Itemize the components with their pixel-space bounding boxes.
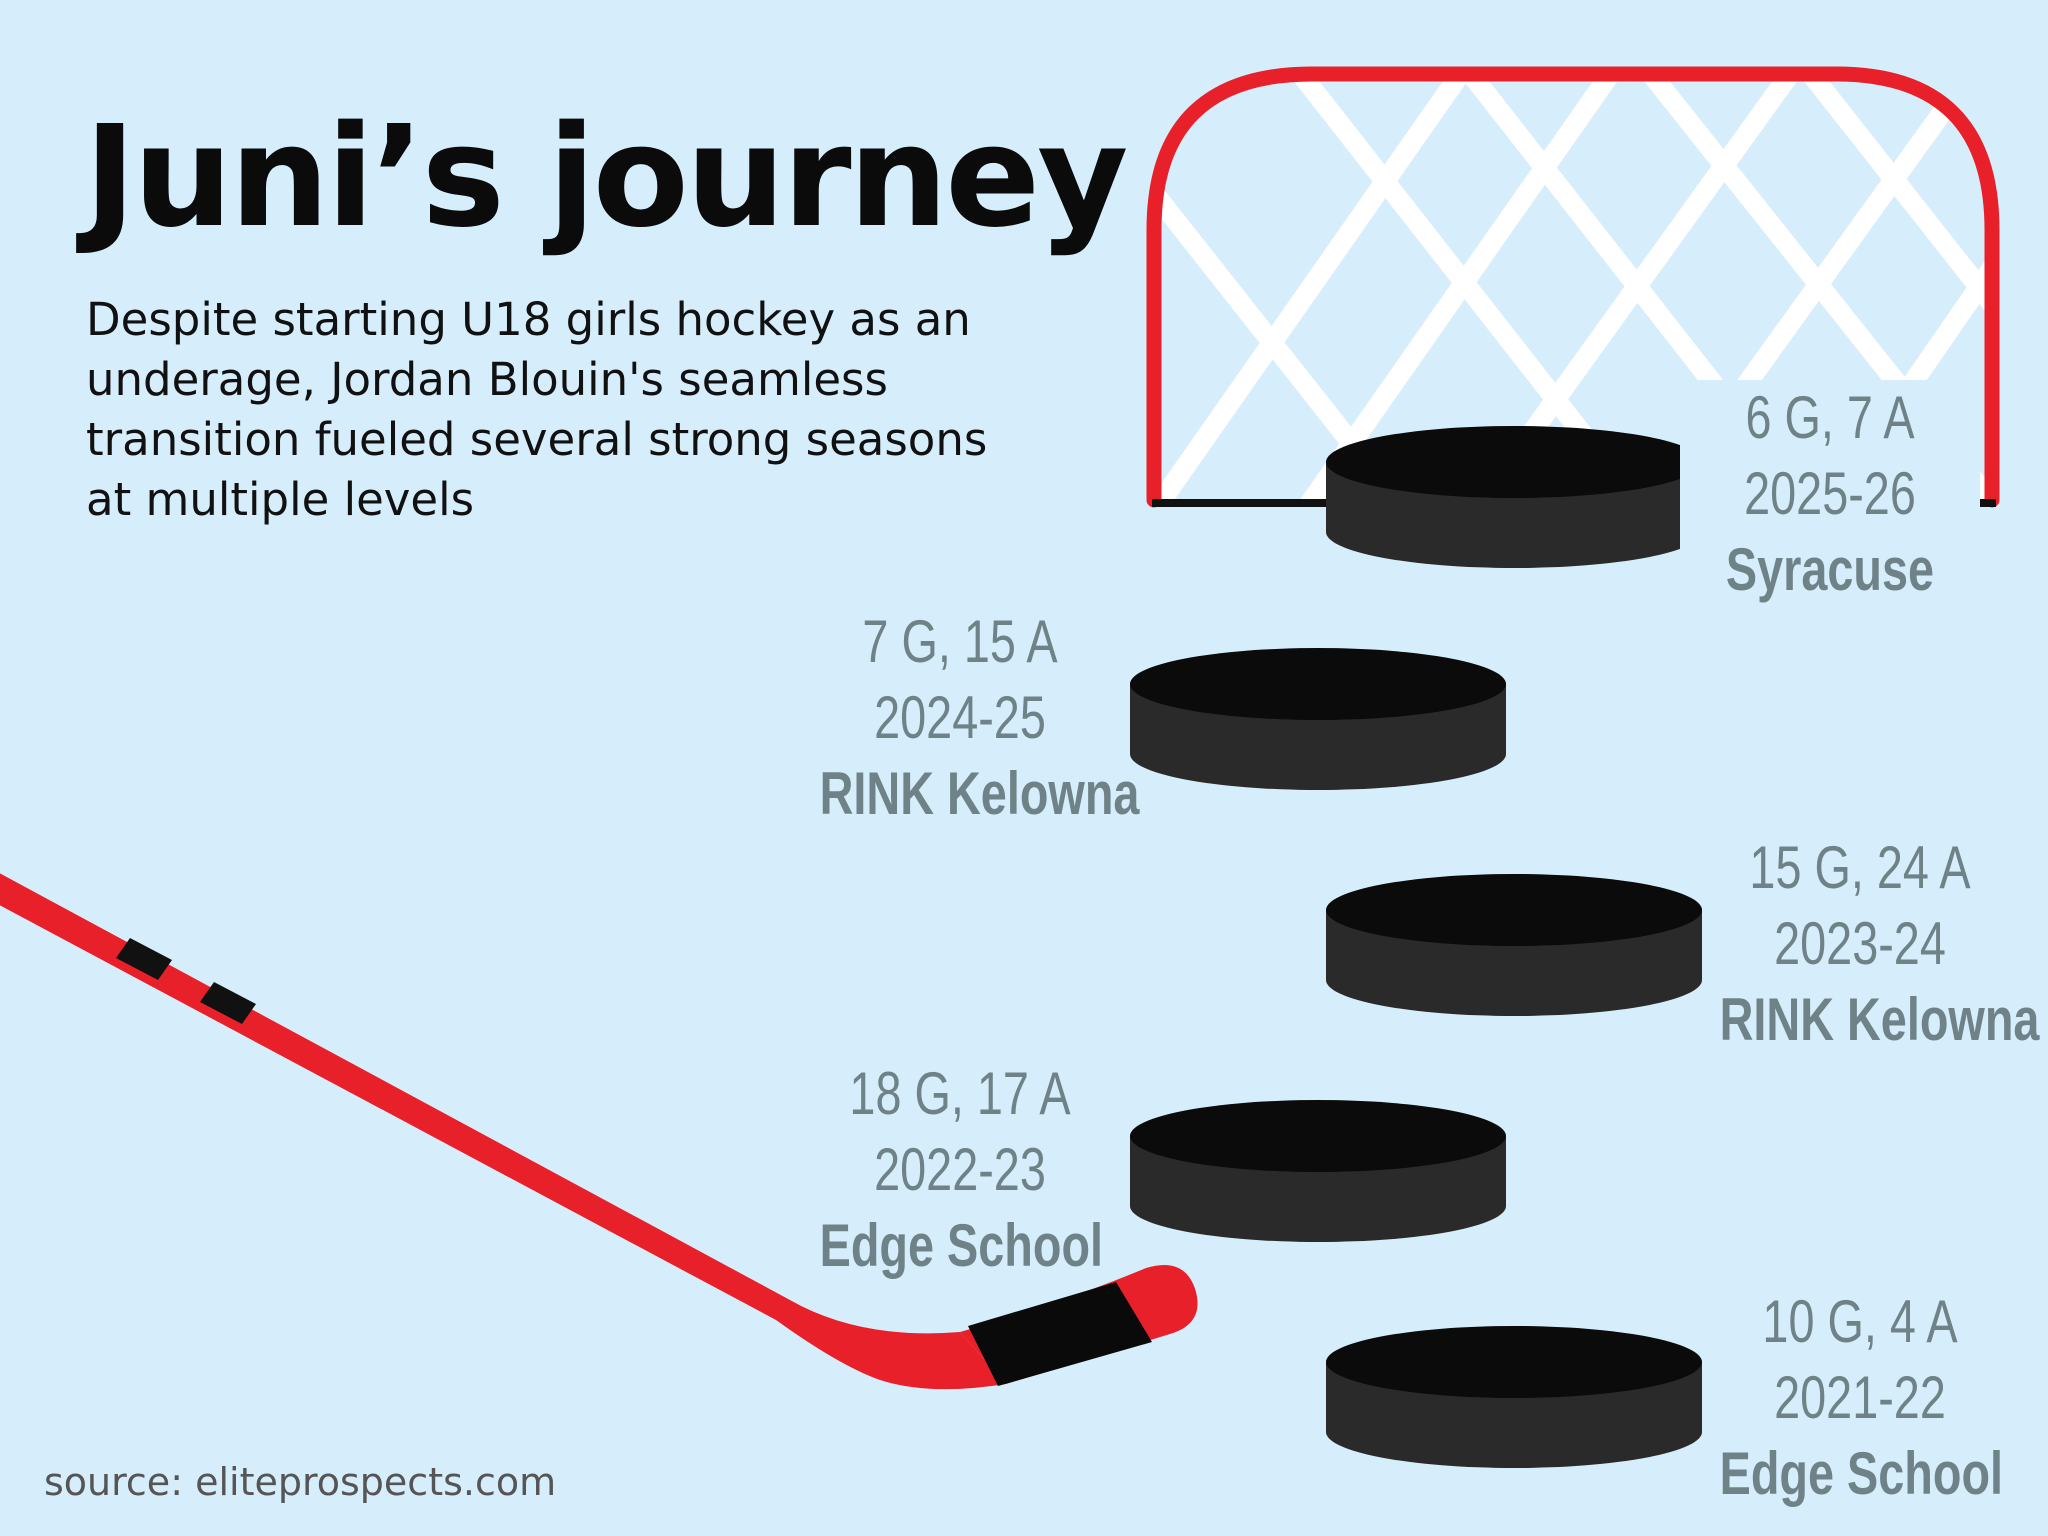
season-stats: 6 G, 7 A [1745,384,1915,451]
season-team: Edge School [819,1212,1104,1279]
season-stats: 15 G, 24 A [1749,834,1971,901]
season-label-2021-22: 10 G, 4 A 2021-22 Edge School [1680,1284,2040,1512]
puck-icon [1326,426,1702,568]
season-stats: 7 G, 15 A [862,608,1058,675]
season-team: RINK Kelowna [1719,986,2040,1053]
season-label-2024-25: 7 G, 15 A 2024-25 RINK Kelowna [780,604,1140,832]
puck-icon [1326,874,1702,1016]
season-stats: 18 G, 17 A [849,1060,1071,1127]
page-title: Juni’s journey [84,96,1128,259]
season-year: 2025-26 [1744,460,1916,527]
season-year: 2022-23 [874,1136,1046,1203]
hockey-stick-icon [0,873,1198,1390]
puck-icon [1130,1100,1506,1242]
season-label-2025-26: 6 G, 7 A 2025-26 Syracuse [1680,380,1980,608]
season-label-2023-24: 15 G, 24 A 2023-24 RINK Kelowna [1680,830,2040,1058]
season-stats: 10 G, 4 A [1762,1288,1958,1355]
puck-icon [1130,648,1506,790]
puck-icon [1326,1326,1702,1468]
season-team: Syracuse [1725,536,1935,603]
subtitle: Despite starting U18 girls hockey as an … [86,293,988,526]
season-label-2022-23: 18 G, 17 A 2022-23 Edge School [780,1056,1140,1284]
source-credit: source: eliteprospects.com [44,1460,557,1504]
season-year: 2023-24 [1774,910,1946,977]
season-team: Edge School [1719,1440,2004,1507]
season-team: RINK Kelowna [819,760,1140,827]
season-year: 2024-25 [874,684,1046,751]
season-year: 2021-22 [1774,1364,1946,1431]
